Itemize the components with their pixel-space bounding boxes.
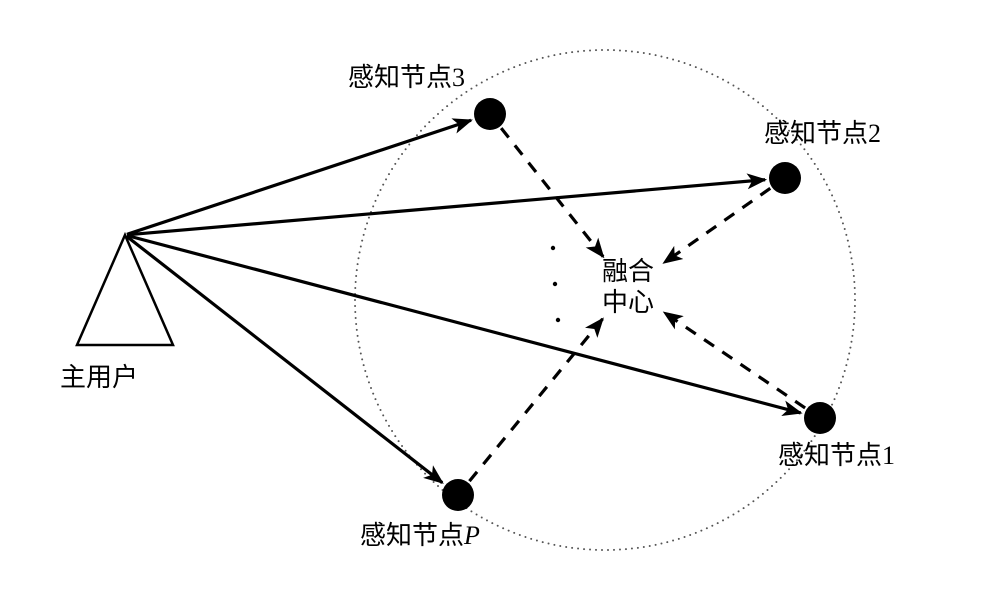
fusion-center-line2: 中心: [602, 287, 654, 318]
sensing-node-n3: [474, 98, 506, 130]
node1-label: 感知节点1: [778, 440, 895, 471]
primary-user-icon: [77, 235, 173, 345]
node3-label: 感知节点3: [348, 62, 465, 93]
edge-n3-to-fc: [501, 128, 603, 257]
sensing-node-n2: [769, 162, 801, 194]
nodeP-label: 感知节点P: [360, 520, 480, 551]
edge-n2-to-fc: [664, 188, 770, 262]
fusion-center-line1: 融合: [602, 256, 654, 287]
edge-pu-to-n2: [127, 180, 765, 235]
diagram-stage: 主用户 感知节点3 感知节点2 感知节点1 感知节点P 融合 中心: [0, 0, 1000, 594]
nodeP-label-var: P: [464, 521, 480, 550]
edge-pu-to-nP: [127, 236, 443, 482]
fusion-center-label: 融合 中心: [602, 256, 654, 318]
edge-pu-to-n1: [127, 236, 801, 413]
edge-pu-to-n3: [127, 120, 471, 234]
diagram-svg: [0, 0, 1000, 594]
node2-label: 感知节点2: [764, 118, 881, 149]
ellipsis-dot-0: [551, 246, 555, 250]
edge-n1-to-fc: [664, 313, 805, 408]
primary-user-label: 主用户: [60, 362, 138, 393]
sensing-node-n1: [804, 402, 836, 434]
ellipsis-dot-2: [556, 318, 560, 322]
sensing-node-nP: [442, 479, 474, 511]
ellipsis-dot-1: [553, 282, 557, 286]
nodeP-label-prefix: 感知节点: [360, 521, 464, 550]
